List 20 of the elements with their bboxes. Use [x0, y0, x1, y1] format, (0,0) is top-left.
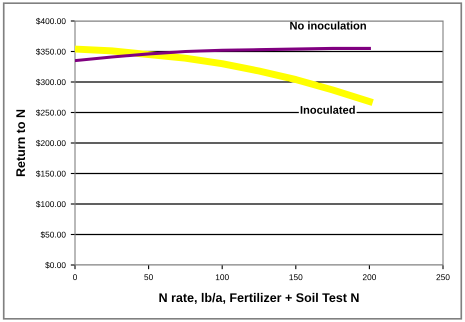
x-axis-title: N rate, lb/a, Fertilizer + Soil Test N [159, 292, 359, 304]
y-axis-title: Return to N [16, 110, 26, 176]
y-tick-label: $250.00 [36, 109, 66, 116]
y-tick-label: $50.00 [40, 231, 66, 238]
x-tick-label: 50 [144, 274, 153, 280]
x-tick-label: 100 [216, 274, 229, 280]
y-tick-label: $0.00 [45, 262, 66, 269]
x-tick-label: 0 [73, 274, 77, 280]
series-label: Inoculated [300, 106, 355, 114]
y-tick-label: $300.00 [36, 78, 66, 86]
y-tick-label: $100.00 [36, 200, 66, 208]
x-tick-label: 250 [436, 274, 450, 280]
y-tick-label: $200.00 [36, 140, 66, 147]
line-series [75, 46, 371, 62]
y-tick-label: $150.00 [36, 170, 66, 178]
x-tick-label: 200 [362, 274, 376, 280]
x-tick-label: 150 [289, 274, 302, 280]
y-tick-label: $350.00 [36, 48, 66, 56]
series-label: No inoculation [290, 21, 366, 30]
y-tick-label: $400.00 [36, 18, 66, 25]
